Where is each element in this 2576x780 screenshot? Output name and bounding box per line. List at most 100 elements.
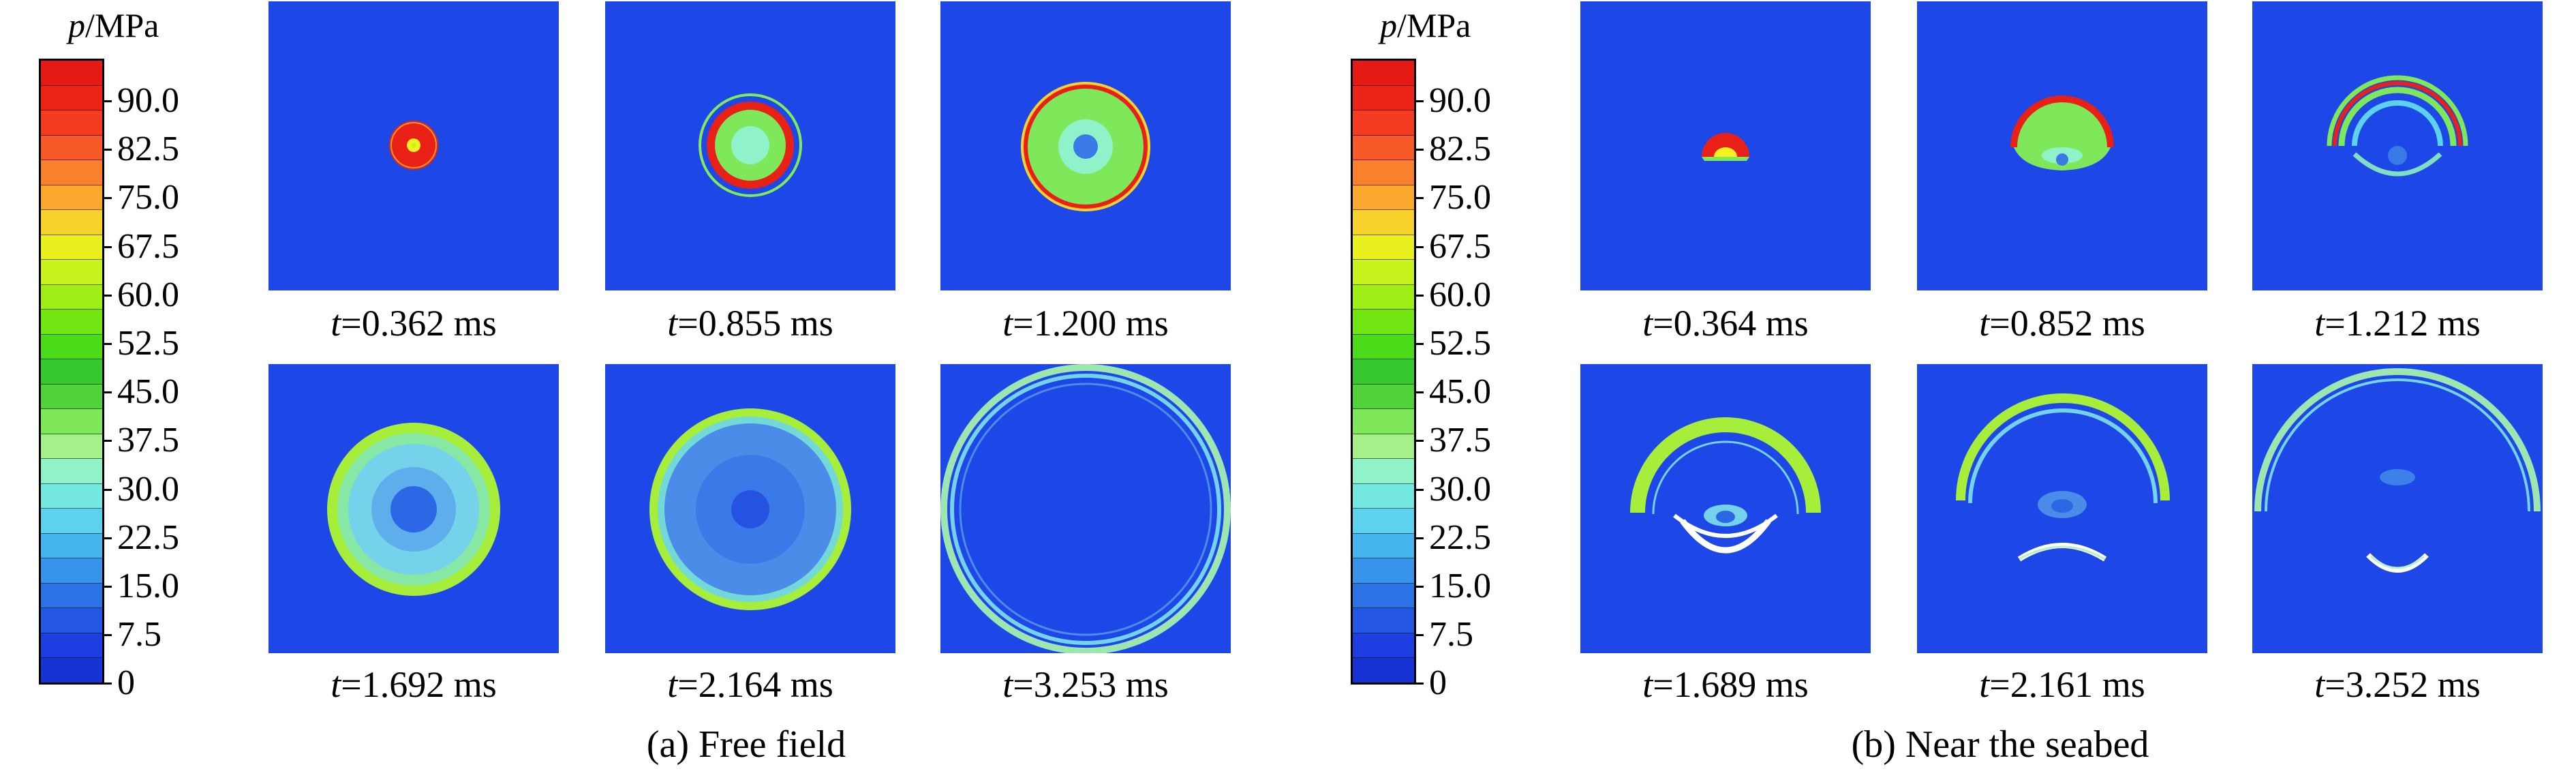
- colorbar-band: [1353, 434, 1414, 460]
- time-label-b4: t=1.689 ms: [1642, 664, 1809, 705]
- pressure-panel-a5: [605, 364, 895, 653]
- colorbar-tick-label: 75.0: [1429, 178, 1491, 217]
- pressure-panel-a4: [269, 364, 559, 653]
- colorbar-band: [41, 284, 102, 310]
- time-label-a3: t=1.200 ms: [1002, 303, 1169, 344]
- pressure-panel-a6: [940, 364, 1231, 653]
- colorbar-band: [41, 210, 102, 235]
- colorbar-band: [41, 409, 102, 434]
- pressure-panel-a1: [269, 1, 559, 290]
- colorbar-tick-label: 67.5: [117, 226, 179, 266]
- colorbar-band: [1353, 160, 1414, 185]
- pressure-panel-a3: [940, 1, 1231, 290]
- colorbar-tick-label: 0: [1429, 663, 1447, 702]
- time-label-a4: t=1.692 ms: [331, 664, 497, 705]
- colorbar-band: [41, 110, 102, 136]
- colorbar-band: [41, 633, 102, 659]
- colorbar-band: [1353, 235, 1414, 260]
- colorbar-band: [41, 310, 102, 335]
- colorbar-tick-label: 52.5: [1429, 324, 1491, 363]
- colorbar-tick-label: 15.0: [1429, 567, 1491, 605]
- colorbar-tick-label: 52.5: [117, 324, 179, 363]
- colorbar-band: [1353, 583, 1414, 609]
- colorbar-band: [41, 359, 102, 385]
- colorbar-tick-label: 67.5: [1429, 226, 1491, 266]
- colorbar-band: [41, 608, 102, 633]
- colorbar-band: [1353, 185, 1414, 211]
- colorbar-band: [41, 509, 102, 534]
- colorbar-band: [41, 160, 102, 185]
- colorbar-band: [1353, 483, 1414, 509]
- time-label-a5: t=2.164 ms: [667, 664, 833, 705]
- colorbar-band: [41, 85, 102, 111]
- colorbar-band: [1353, 633, 1414, 659]
- subfigure-a-free-field: p/MPa 90.0 82.5 75.0 67.5 60.0 52.5 45.0 37.5 30…: [39, 1, 1231, 766]
- colorbar-band: [1353, 61, 1414, 86]
- colorbar-band: [41, 185, 102, 211]
- colorbar-title: p/MPa: [1380, 6, 1471, 44]
- colorbar-band: [41, 658, 102, 682]
- colorbar-tick-label: 0: [117, 663, 135, 702]
- pressure-panel-b3: [2252, 1, 2543, 290]
- colorbar-tick-label: 90.0: [1429, 81, 1491, 120]
- colorbar-tick-label: 90.0: [117, 81, 179, 120]
- colorbar-band: [1353, 658, 1414, 682]
- colorbar-tick-label: 82.5: [117, 130, 179, 169]
- time-label-a6: t=3.253 ms: [1002, 664, 1169, 705]
- colorbar-tick-label: 37.5: [117, 421, 179, 460]
- colorbar-band: [41, 558, 102, 584]
- colorbar-band: [1353, 558, 1414, 584]
- colorbar: [39, 59, 104, 685]
- pressure-panel-b6: [2252, 364, 2543, 653]
- caption-a: (a) Free field: [646, 723, 846, 766]
- colorbar-tick-label: 45.0: [1429, 372, 1491, 412]
- colorbar: [1351, 59, 1416, 685]
- pressure-panel-b2: [1917, 1, 2207, 290]
- time-label-a2: t=0.855 ms: [667, 303, 833, 344]
- colorbar-tick-label: 30.0: [1429, 469, 1491, 509]
- colorbar-band: [1353, 459, 1414, 484]
- time-label-b2: t=0.852 ms: [1979, 303, 2145, 344]
- colorbar-tick-label: 82.5: [1429, 130, 1491, 169]
- time-label-b5: t=2.161 ms: [1979, 664, 2145, 705]
- colorbar-band: [1353, 409, 1414, 434]
- colorbar-band: [41, 459, 102, 484]
- colorbar-band: [41, 61, 102, 86]
- colorbar-tick-label: 7.5: [117, 615, 162, 655]
- pressure-panel-a2: [605, 1, 895, 290]
- colorbar-band: [41, 384, 102, 410]
- time-label-a1: t=0.362 ms: [331, 303, 497, 344]
- colorbar-tick-label: 37.5: [1429, 421, 1491, 460]
- colorbar-tick-label: 75.0: [117, 178, 179, 217]
- pressure-panel-b1: [1580, 1, 1871, 290]
- colorbar-band: [1353, 85, 1414, 111]
- colorbar-tick-label: 60.0: [117, 275, 179, 314]
- colorbar-band: [41, 583, 102, 609]
- colorbar-band: [41, 434, 102, 460]
- colorbar-band: [1353, 359, 1414, 385]
- colorbar-band: [1353, 310, 1414, 335]
- subfigure-b-near-seabed: p/MPa 90.0 82.5 75.0 67.5 60.0 52.5 45.0 37.5 30…: [1312, 0, 2576, 780]
- colorbar-band: [41, 260, 102, 285]
- colorbar-band: [41, 334, 102, 360]
- pressure-panel-b4: [1580, 364, 1871, 653]
- time-label-b1: t=0.364 ms: [1642, 303, 1809, 344]
- pressure-panel-b5: [1917, 364, 2207, 653]
- colorbar-tick-label: 30.0: [117, 469, 179, 509]
- colorbar-tick-label: 22.5: [1429, 518, 1491, 557]
- time-label-b6: t=3.252 ms: [2314, 664, 2481, 705]
- colorbar-band: [1353, 210, 1414, 235]
- colorbar-band: [1353, 260, 1414, 285]
- colorbar-title: p/MPa: [68, 6, 159, 44]
- colorbar-tick-label: 7.5: [1429, 615, 1473, 655]
- colorbar-band: [1353, 608, 1414, 633]
- colorbar-band: [1353, 509, 1414, 534]
- colorbar-band: [41, 483, 102, 509]
- colorbar-band: [1353, 284, 1414, 310]
- colorbar-tick-label: 45.0: [117, 372, 179, 412]
- colorbar-band: [41, 533, 102, 559]
- time-label-b3: t=1.212 ms: [2314, 303, 2481, 344]
- colorbar-band: [41, 235, 102, 260]
- colorbar-band: [1353, 110, 1414, 136]
- colorbar-band: [1353, 533, 1414, 559]
